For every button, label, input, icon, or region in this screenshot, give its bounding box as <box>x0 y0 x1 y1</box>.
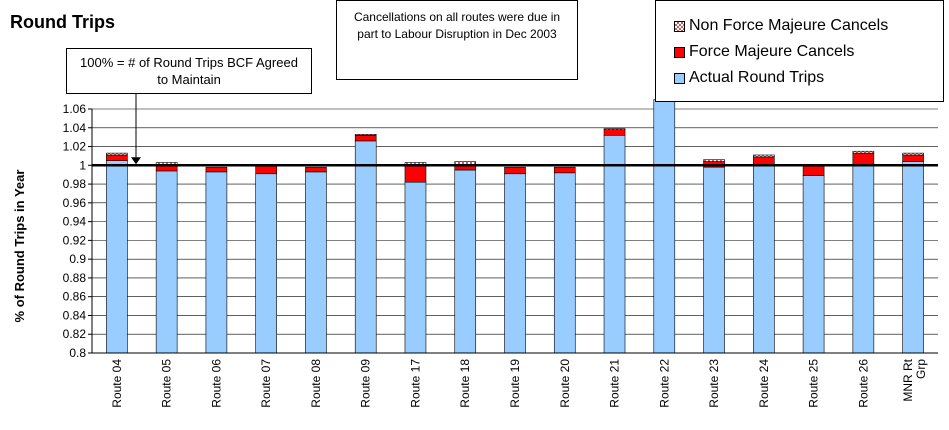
bar-actual-17 <box>902 161 924 354</box>
y-tick-label: 0.88 <box>63 271 87 285</box>
bar-force-majeure-10 <box>553 166 576 174</box>
bar-actual-7 <box>404 181 427 354</box>
y-tick-label: 0.92 <box>63 233 87 247</box>
bar-non-force-majeure-13 <box>703 159 725 162</box>
y-tick-label: 0.98 <box>63 177 87 191</box>
bar-actual-9 <box>504 173 526 354</box>
bar-force-majeure-4 <box>255 165 277 175</box>
x-tick-label: Route 21 <box>608 359 622 408</box>
bar-actual-5 <box>305 171 327 354</box>
bar-actual-6 <box>354 140 377 354</box>
chart-title: Round Trips <box>10 12 115 32</box>
x-tick-label: Route 19 <box>508 359 522 408</box>
bar-actual-1 <box>106 160 128 354</box>
annotation-arrowhead <box>131 157 141 165</box>
y-tick-label: 1.04 <box>63 121 87 135</box>
x-tick-label: Route 06 <box>209 359 223 408</box>
x-tick-label: Route 05 <box>160 359 174 408</box>
bar-force-majeure-14 <box>753 156 775 166</box>
bar-non-force-majeure-16 <box>852 150 875 154</box>
bar-non-force-majeure-8 <box>454 161 477 165</box>
x-tick-label: Route 07 <box>259 359 273 408</box>
legend-label: Non Force Majeure Cancels <box>689 17 889 34</box>
reference-annotation-text: 100% = # of Round Trips BCF Agreed to Ma… <box>80 55 298 87</box>
bar-actual-10 <box>553 172 576 354</box>
bar-actual-4 <box>255 173 277 354</box>
legend-label: Force Majeure Cancels <box>689 43 855 60</box>
x-tick-label: Route 26 <box>856 359 870 408</box>
x-tick-label: Route 08 <box>309 359 323 408</box>
bar-non-force-majeure-1 <box>106 152 128 156</box>
bar-non-force-majeure-11 <box>603 128 626 130</box>
bar-force-majeure-6 <box>354 134 377 142</box>
y-tick-label: 0.82 <box>63 327 87 341</box>
bar-force-majeure-11 <box>603 129 626 136</box>
x-tick-label: Route 09 <box>359 359 373 408</box>
bar-force-majeure-15 <box>802 165 825 176</box>
legend-label: Actual Round Trips <box>689 69 825 86</box>
annotation-note: Cancellations on all routes were due in … <box>336 0 578 80</box>
x-tick-label: Route 17 <box>408 359 422 408</box>
x-tick-label: Route 24 <box>757 359 771 408</box>
legend-swatch-non-force-majeure <box>674 20 685 32</box>
bar-force-majeure-7 <box>404 165 427 183</box>
bar-actual-16 <box>852 164 875 354</box>
y-tick-label: 0.84 <box>63 308 87 322</box>
x-tick-label: Route 18 <box>458 359 472 408</box>
y-tick-label: 0.8 <box>69 346 86 360</box>
bar-actual-8 <box>454 169 477 354</box>
legend-item-actual: Actual Round Trips <box>674 65 943 91</box>
bar-force-majeure-1 <box>106 154 128 161</box>
reference-annotation: 100% = # of Round Trips BCF Agreed to Ma… <box>66 48 312 94</box>
bar-force-majeure-5 <box>305 166 327 173</box>
x-tick-label: MNR RtGrp <box>901 358 928 401</box>
legend-swatch-force-majeure <box>674 46 685 58</box>
x-tick-label: Route 23 <box>707 359 721 408</box>
bar-non-force-majeure-14 <box>753 154 775 158</box>
legend-swatch-actual <box>674 72 685 84</box>
bar-actual-12 <box>653 99 676 354</box>
y-tick-label: 1.06 <box>63 102 87 116</box>
x-tick-label: Route 04 <box>110 359 124 408</box>
legend-item-force-majeure: Force Majeure Cancels <box>674 39 943 65</box>
y-tick-label: 1 <box>79 158 86 172</box>
bar-actual-13 <box>703 166 725 354</box>
legend-item-non-force-majeure: Non Force Majeure Cancels <box>674 13 943 39</box>
y-tick-label: 0.86 <box>63 290 87 304</box>
annotation-note-text: Cancellations on all routes were due in … <box>353 10 561 41</box>
y-tick-label: 0.9 <box>69 252 86 266</box>
bar-actual-14 <box>753 165 775 354</box>
legend: Non Force Majeure Cancels Force Majeure … <box>655 0 944 102</box>
bar-force-majeure-9 <box>504 166 526 175</box>
bar-force-majeure-16 <box>852 152 875 165</box>
x-tick-label: Route 22 <box>657 359 671 408</box>
y-tick-label: 0.96 <box>63 196 87 210</box>
bar-force-majeure-17 <box>902 154 924 162</box>
bar-actual-2 <box>155 170 178 354</box>
bar-force-majeure-3 <box>205 166 228 173</box>
bar-non-force-majeure-6 <box>354 134 377 136</box>
y-tick-label: 1.02 <box>63 140 87 154</box>
x-tick-label: Route 20 <box>558 359 572 408</box>
bar-actual-3 <box>205 171 228 354</box>
bar-non-force-majeure-17 <box>902 152 924 156</box>
y-axis-label: % of Round Trips in Year <box>12 169 27 323</box>
x-tick-label: Route 25 <box>807 359 821 408</box>
y-tick-label: 0.94 <box>63 215 87 229</box>
bar-actual-11 <box>603 134 626 354</box>
bar-actual-15 <box>802 175 825 354</box>
